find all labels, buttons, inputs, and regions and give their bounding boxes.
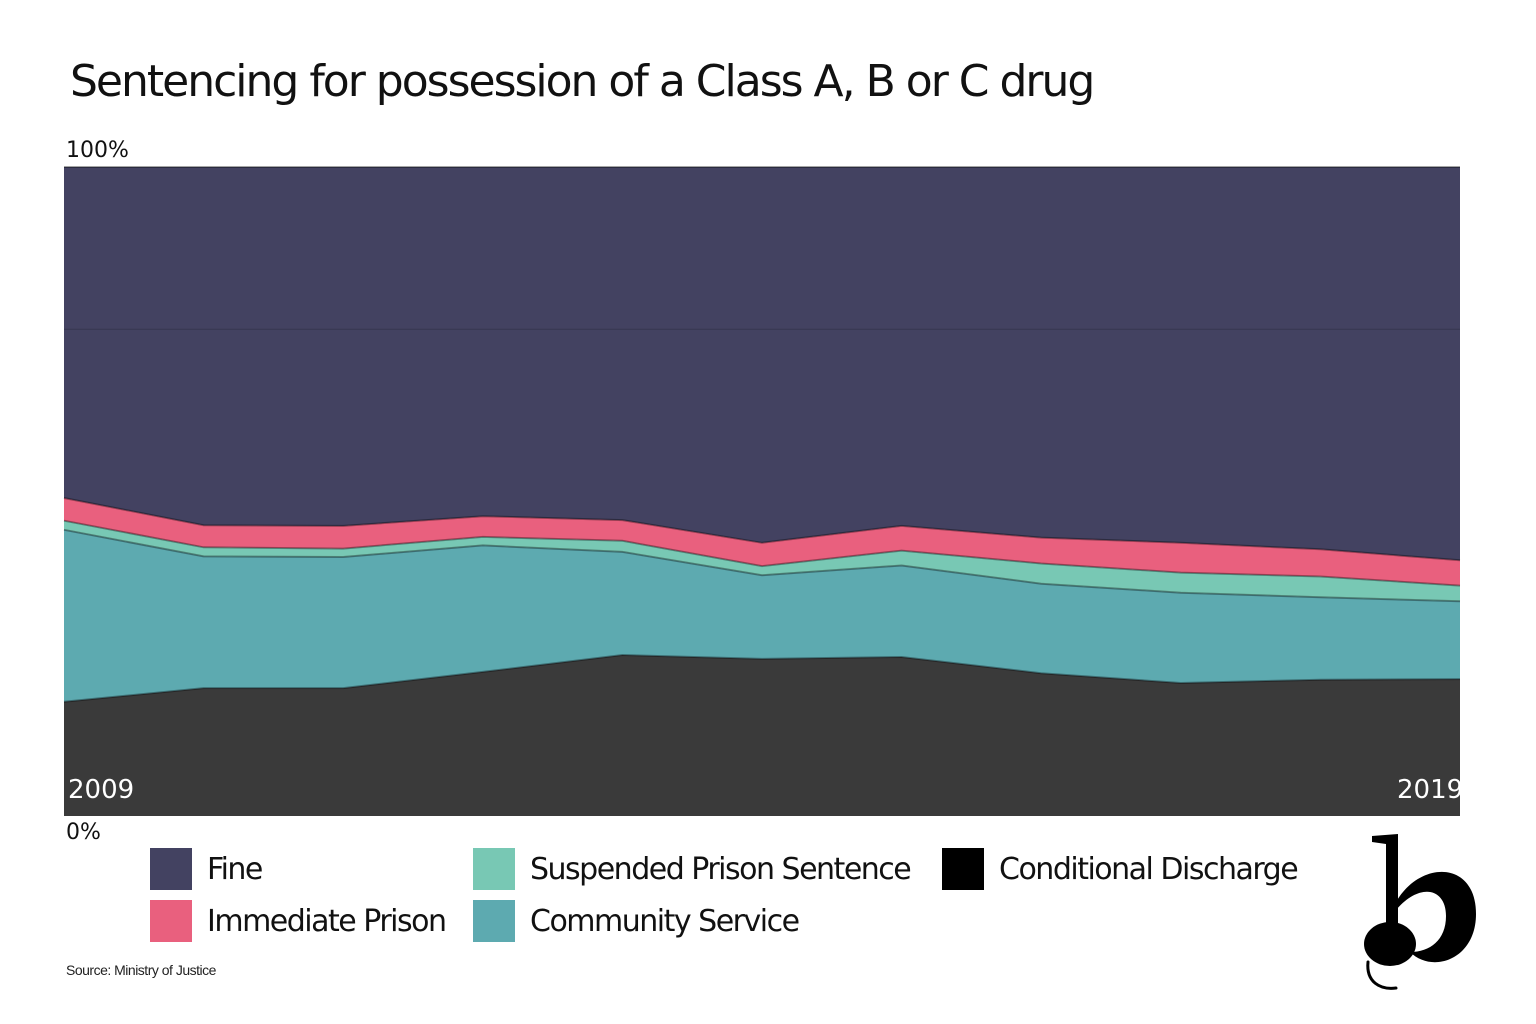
legend-item-fine: Fine (150, 848, 263, 890)
legend-item-community-service: Community Service (473, 900, 800, 942)
legend-swatch-conditional-discharge (942, 848, 984, 890)
area-suspended-prison-sentence (64, 520, 1460, 602)
legend-label-suspended-prison-sentence: Suspended Prison Sentence (530, 851, 912, 887)
area-border-immediate-prison (63, 497, 1461, 562)
area-conditional-discharge (64, 655, 1460, 816)
legend-swatch-community-service (473, 900, 515, 942)
legend-label-community-service: Community Service (530, 903, 800, 939)
legend-label-immediate-prison: Immediate Prison (207, 903, 447, 939)
area-fine (64, 167, 1460, 561)
legend-swatch-immediate-prison (150, 900, 192, 942)
area-border-suspended-prison-sentence (63, 519, 1461, 587)
x-tick-label-last: 2019 (1397, 775, 1464, 805)
series-border-group (63, 166, 1461, 703)
b-logo-icon (1364, 834, 1476, 990)
area-border-conditional-discharge (63, 653, 1461, 703)
legend-swatch-suspended-prison-sentence (473, 848, 515, 890)
area-immediate-prison (64, 498, 1460, 586)
y-axis-min-label: 0% (66, 820, 101, 845)
area-series-group (64, 167, 1460, 816)
y-axis-max-label: 100% (66, 138, 129, 163)
source-note: Source: Ministry of Justice (66, 962, 216, 978)
legend-item-conditional-discharge: Conditional Discharge (942, 848, 1299, 890)
chart-title: Sentencing for possession of a Class A, … (70, 56, 1095, 107)
legend-label-fine: Fine (207, 851, 263, 887)
area-border-community-service (63, 528, 1461, 603)
legend-item-immediate-prison: Immediate Prison (150, 900, 447, 942)
legend-swatch-fine (150, 848, 192, 890)
legend-item-suspended-prison-sentence: Suspended Prison Sentence (473, 848, 912, 890)
area-community-service (64, 529, 1460, 702)
x-tick-label-first: 2009 (68, 775, 135, 805)
legend-label-conditional-discharge: Conditional Discharge (999, 851, 1299, 887)
